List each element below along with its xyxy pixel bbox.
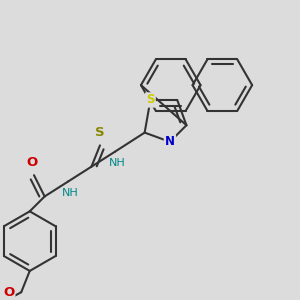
Text: O: O bbox=[26, 156, 38, 169]
Text: NH: NH bbox=[62, 188, 79, 198]
Text: S: S bbox=[95, 126, 105, 139]
Text: N: N bbox=[165, 135, 175, 148]
Text: O: O bbox=[4, 286, 15, 299]
Text: NH: NH bbox=[109, 158, 125, 168]
Text: S: S bbox=[146, 94, 155, 106]
